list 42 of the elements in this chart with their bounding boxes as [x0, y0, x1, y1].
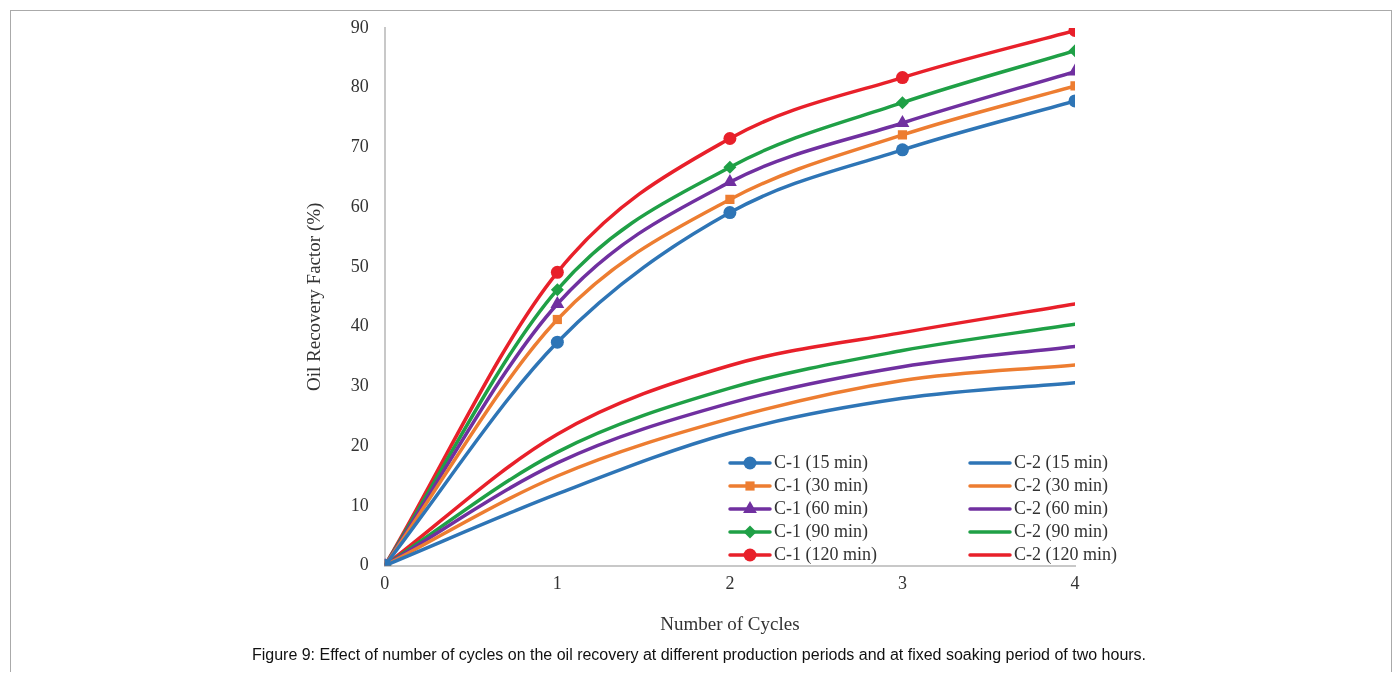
- point: [722, 174, 737, 187]
- legend-label: C-1 (30 min): [774, 475, 868, 496]
- y-tick-label: 20: [350, 434, 369, 455]
- y-tick-label: 50: [350, 255, 369, 276]
- x-axis-title: Number of Cycles: [660, 612, 800, 634]
- y-axis-title: Oil Recovery Factor (%): [303, 202, 326, 391]
- legend-label: C-1 (60 min): [774, 498, 868, 519]
- point: [723, 160, 737, 174]
- point: [552, 314, 562, 325]
- x-tick-label: 2: [725, 573, 735, 594]
- x-tick-label: 4: [1070, 573, 1080, 594]
- point: [550, 295, 565, 308]
- y-tick-label: 10: [350, 494, 369, 515]
- legend-label: C-1 (15 min): [774, 452, 868, 473]
- x-tick-label: 1: [552, 573, 562, 594]
- y-tick-label: 0: [359, 554, 369, 575]
- x-tick-label: 3: [897, 573, 907, 594]
- caption: Figure 9: Effect of number of cycles on the oil recovery at different production periods and at fixed soaking period of two hours.: [250, 646, 1148, 664]
- point: [550, 265, 564, 279]
- y-tick-label: 60: [350, 195, 369, 216]
- point: [550, 335, 564, 349]
- point: [725, 194, 735, 205]
- point: [895, 71, 909, 85]
- y-tick-label: 80: [350, 76, 369, 97]
- y-tick-label: 40: [350, 315, 369, 336]
- legend-label: C-2 (60 min): [1014, 498, 1108, 519]
- y-tick-label: 70: [350, 136, 369, 157]
- x-tick-label: 0: [380, 573, 390, 594]
- point: [550, 283, 564, 297]
- legend-label: C-2 (15 min): [1014, 452, 1108, 473]
- y-tick-label: 90: [350, 16, 369, 37]
- legend-label: C-2 (90 min): [1014, 521, 1108, 542]
- legend-label: C-1 (120 min): [774, 544, 877, 565]
- legend-label: C-2 (30 min): [1014, 475, 1108, 496]
- point: [897, 130, 908, 140]
- point: [895, 96, 909, 110]
- y-tick-label: 30: [350, 375, 369, 396]
- legend-label: C-1 (90 min): [774, 521, 868, 542]
- point: [723, 206, 737, 220]
- legend-label: C-2 (120 min): [1014, 544, 1117, 565]
- point: [723, 132, 737, 146]
- point: [895, 143, 909, 157]
